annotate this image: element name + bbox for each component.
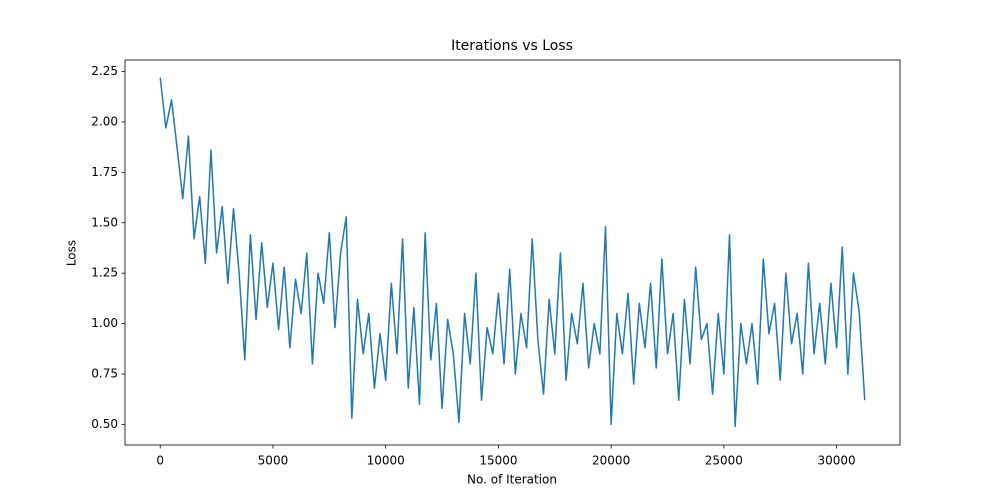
x-tick-label: 25000 [705,454,743,468]
y-axis-label: Loss [65,240,79,266]
y-tick-label: 1.75 [91,165,118,179]
y-tick-label: 1.00 [91,316,118,330]
x-tick-label: 5000 [258,454,289,468]
y-tick-label: 1.50 [91,215,118,229]
x-tick-label: 10000 [367,454,405,468]
x-tick-label: 20000 [592,454,630,468]
y-tick-label: 2.25 [91,64,118,78]
loss-line [159,77,866,428]
x-tick-label: 15000 [479,454,517,468]
y-tick-label: 2.00 [91,114,118,128]
plot-frame [124,59,901,446]
y-tick-label: 1.25 [91,266,118,280]
x-axis-label: No. of Iteration [467,473,557,487]
chart-title: Iterations vs Loss [451,38,573,54]
y-tick-label: 0.50 [91,417,118,431]
x-tick-label: 30000 [817,454,855,468]
y-tick-label: 0.75 [91,367,118,381]
x-tick-label: 0 [156,454,164,468]
